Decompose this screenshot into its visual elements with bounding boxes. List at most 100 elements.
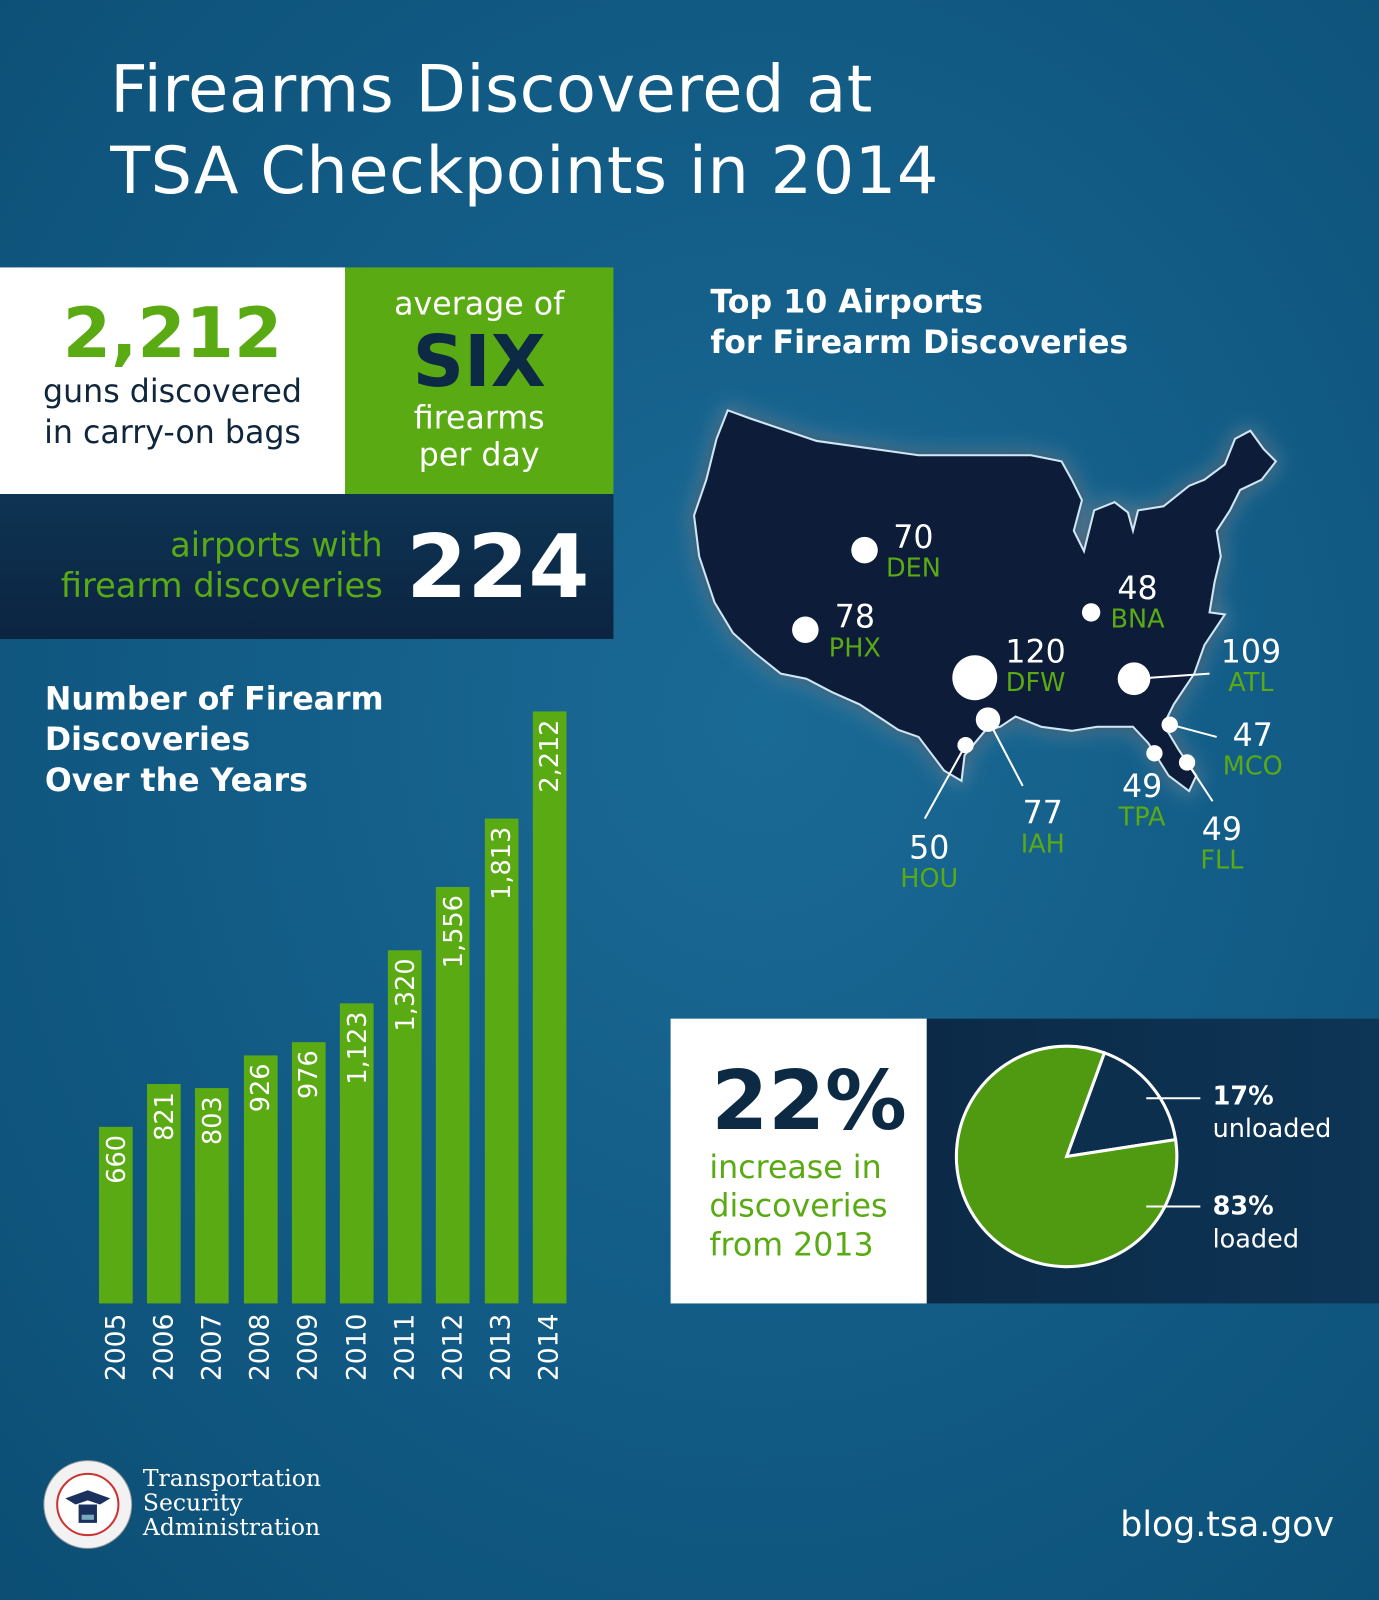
bar-2014: 2,212 [532,711,567,1304]
year-tick-label: 2007 [196,1313,228,1382]
bar-value-label: 976 [293,1050,324,1100]
bar-2005: 660 [99,1126,133,1304]
pie-chart [954,1044,1201,1269]
airport-code: HOU [900,863,959,894]
bar-2013: 1,813 [484,818,519,1304]
bar-value-label: 660 [101,1134,131,1184]
airports-count: 224 [406,516,590,619]
guns-label-2: in carry-on bags [44,414,301,452]
airport-dot-phx [792,616,819,644]
bar-value-label: 926 [245,1063,276,1113]
year-tick-label: 2009 [293,1313,324,1382]
airport-dot-fll [1178,754,1196,771]
leader-line-mco [1170,723,1217,738]
airport-label-iah: 77 IAH [1021,798,1065,859]
airport-code: DEN [885,553,941,583]
airport-count: 49 [1201,811,1243,849]
airport-code: TPA [1118,802,1166,832]
airport-count: 49 [1121,768,1163,806]
airport-code: MCO [1222,751,1283,781]
airport-code: BNA [1110,604,1165,634]
bar-2011: 1,320 [388,950,422,1304]
airport-count: 78 [834,599,875,636]
airports-label: airports with firearm discoveries [60,524,383,606]
airport-code: PHX [828,632,881,663]
airport-label-mco: 47 MCO [1222,717,1283,782]
bar-value-label: 1,813 [486,826,517,900]
firearms-label: firearms [413,400,545,437]
guns-count: 2,212 [62,293,283,375]
leader-line-hou [923,744,967,820]
us-map-shape [693,409,1278,793]
bar-value-label: 1,556 [438,895,468,969]
per-day-label: per day [418,436,540,474]
bar-2007: 803 [195,1088,230,1304]
pie-slice-unloaded [1064,1050,1178,1159]
airport-code: IAH [1020,828,1065,859]
airports-stat-box: airports with firearm discoveries 224 [0,494,614,639]
airport-label-dfw: 120 DFW [1005,633,1066,698]
airport-dot-iah [975,707,1001,732]
bar-value-label: 1,320 [390,958,420,1032]
blog-link[interactable]: blog.tsa.gov [1120,1504,1335,1546]
year-tick-label: 2011 [389,1313,421,1382]
guns-stat-box: 2,212 guns discovered in carry-on bags [0,267,345,495]
increase-box: 22% increase in discoveries from 2013 [670,1018,927,1304]
airport-code: DFW [1005,667,1066,698]
airport-dot-hou [957,736,974,754]
bar-2009: 976 [291,1042,326,1304]
airport-label-tpa: 49 TPA [1118,768,1166,833]
increase-pct: 22% [711,1053,907,1149]
bar-chart-title: Number of Firearm Discoveries Over the Y… [44,680,384,800]
airport-label-bna: 48 BNA [1110,570,1165,635]
airport-dot-dfw [952,655,998,701]
bar-value-label: 821 [149,1091,179,1141]
pie-box: 17% unloaded 83% loaded [926,1018,1379,1304]
us-map [693,409,1278,820]
year-tick-label: 2005 [100,1313,132,1382]
airport-count: 109 [1220,633,1282,671]
leader-line-iah [987,719,1024,787]
dhs-seal-logo [43,1460,133,1549]
airport-dot-mco [1161,716,1178,733]
year-tick-label: 2010 [341,1313,373,1382]
bar-value-label: 1,123 [341,1011,372,1085]
tsa-wordmark: Transportation Security Administration [142,1465,321,1542]
pie-slice-loaded [954,1044,1179,1269]
average-label: average of [394,285,565,323]
page-title: Firearms Discovered at TSA Checkpoints i… [110,52,939,210]
year-tick-label: 2014 [534,1313,565,1382]
guns-label: guns discovered [43,373,302,411]
airport-count: 70 [893,519,934,557]
bar-2006: 821 [147,1083,181,1304]
airport-count: 48 [1117,570,1158,608]
six-value: SIX [412,319,546,404]
airport-count: 47 [1232,717,1273,755]
average-stat-box: average of SIX firearms per day [344,267,614,495]
bar-value-label: 2,212 [534,719,565,793]
pie-legend-loaded: 83% loaded [1212,1191,1300,1254]
bar-2010: 1,123 [339,1002,374,1304]
bar-2008: 926 [243,1055,278,1304]
airport-dot-atl [1117,662,1151,696]
airport-label-hou: 50 HOU [900,829,959,894]
bar-2012: 1,556 [436,886,470,1304]
pie-legend-unloaded: 17% unloaded [1212,1080,1332,1144]
year-tick-label: 2008 [245,1313,276,1382]
airport-label-atl: 109 ATL [1220,633,1282,698]
year-tick-label: 2013 [485,1313,517,1382]
year-tick-label: 2012 [437,1313,469,1382]
map-title: Top 10 Airports for Firearm Discoveries [710,283,1129,362]
airport-code: FLL [1200,845,1244,875]
airport-count: 120 [1005,633,1066,671]
bar-value-label: 803 [197,1096,227,1146]
airport-dot-tpa [1146,745,1163,762]
airport-dot-den [851,536,878,564]
increase-label: increase in discoveries from 2013 [709,1149,888,1264]
airport-label-phx: 78 PHX [829,602,881,663]
airport-dot-bna [1081,603,1101,622]
year-tick-label: 2006 [148,1313,180,1382]
airport-label-fll: 49 FLL [1200,811,1244,876]
airport-count: 50 [909,829,950,867]
